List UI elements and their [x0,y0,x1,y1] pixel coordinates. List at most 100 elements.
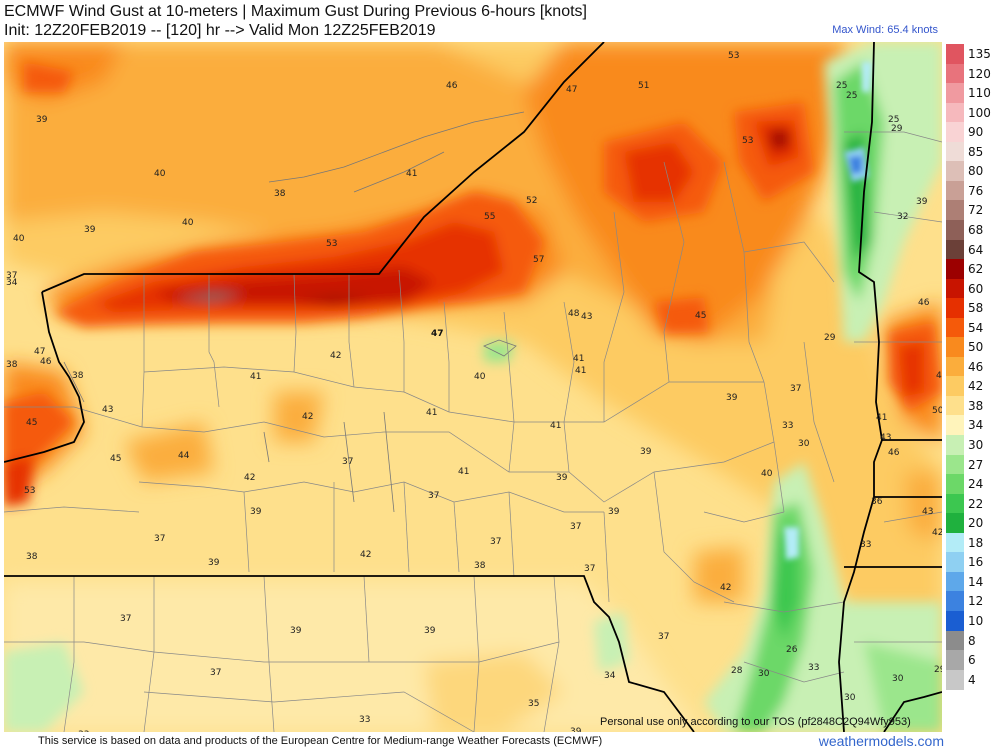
gust-value-label: 37 [342,457,353,467]
gust-value-label: 43 [102,405,113,415]
gust-value-label: 53 [24,486,35,496]
legend-value: 27 [968,457,984,472]
legend-swatch [946,415,964,436]
legend-value: 62 [968,262,984,277]
legend-swatch [946,180,964,201]
gust-value-label: 34 [6,278,18,288]
gust-value-label: 39 [36,115,48,125]
legend-value: 72 [968,203,984,218]
legend-swatch [946,83,964,104]
legend-swatch [946,513,964,534]
legend-value: 34 [968,418,984,433]
gust-value-label: 57 [533,255,544,265]
legend-entry: 110 [946,83,1000,104]
legend-value: 12 [968,594,984,609]
brand-link[interactable]: weathermodels.com [818,733,944,749]
legend-swatch [946,259,964,280]
map-title: ECMWF Wind Gust at 10-meters | Maximum G… [4,3,587,20]
legend-entry: 4 [946,669,1000,690]
gust-value-label: 53 [326,239,337,249]
legend-value: 20 [968,516,984,531]
legend-value: 120 [968,66,991,81]
legend-swatch [946,278,964,299]
legend-value: 50 [968,340,984,355]
gust-value-label: 40 [154,169,166,179]
gust-value-label: 39 [290,626,302,636]
legend-swatch [946,610,964,631]
gust-value-label: 50 [932,406,942,416]
legend-entry: 50 [946,337,1000,358]
legend-swatch [946,141,964,162]
legend-value: 4 [968,672,976,687]
gust-value-label: 40 [182,218,194,228]
legend-entry: 22 [946,493,1000,514]
legend-entry: 120 [946,63,1000,84]
legend-entry: 80 [946,161,1000,182]
legend-entry: 42 [946,376,1000,397]
gust-value-label: 40 [13,234,25,244]
gust-value-label: 42 [720,583,731,593]
legend-swatch [946,102,964,123]
legend-entry: 54 [946,317,1000,338]
gust-value-label: 52 [526,196,537,206]
tos-note: Personal use only according to our TOS (… [600,716,911,728]
legend-value: 68 [968,222,984,237]
legend-entry: 62 [946,259,1000,280]
legend-entry: 100 [946,102,1000,123]
legend-entry: 64 [946,239,1000,260]
gust-value-label: 41 [406,169,417,179]
gust-value-label: 36 [871,497,883,507]
legend-entry: 10 [946,610,1000,631]
legend-swatch [946,552,964,573]
wind-gust-map[interactable]: 39 46 47 51 53 25 25 40 41 38 53 25 29 39 40 53 55 52 39 32… [4,42,942,732]
legend-value: 24 [968,477,984,492]
gust-value-label: 48 [568,309,580,319]
legend-value: 80 [968,164,984,179]
gust-value-label: 33 [359,715,370,725]
lake-shorelines [63,111,525,513]
map-header: ECMWF Wind Gust at 10-meters | Maximum G… [0,0,1000,42]
gust-value-label: 38 [72,371,84,381]
legend-swatch [946,200,964,221]
gust-value-label: 38 [26,552,38,562]
gust-value-label: 43 [581,312,592,322]
legend-swatch [946,454,964,475]
legend-entry: 8 [946,630,1000,651]
gust-value-label: 43 [922,507,933,517]
legend-value: 90 [968,125,984,140]
gust-value-label: 30 [844,693,856,703]
legend-swatch [946,44,964,64]
gust-value-label: 37 [658,632,669,642]
legend-entry: 85 [946,141,1000,162]
legend-value: 76 [968,183,984,198]
legend-entry: 72 [946,200,1000,221]
gust-value-label: 37 [6,271,17,281]
legend-entry: 18 [946,532,1000,553]
legend-swatch [946,219,964,240]
legend-value: 8 [968,633,976,648]
gust-value-label: 42 [302,412,313,422]
gust-value-label: 46 [446,81,458,91]
gust-value-label: 44 [178,451,190,461]
gust-value-label: 29 [934,665,942,675]
state-borders [4,42,942,732]
gust-value-label: 42 [360,550,371,560]
legend-value: 64 [968,242,984,257]
color-scale-legend: 135 120 110 100 90 85 80 76 72 68 64 62 60 58 54 50 46 42… [946,44,1000,690]
gust-value-label: 35 [528,699,539,709]
legend-value: 100 [968,105,991,120]
gust-value-label: 41 [458,467,469,477]
county-borders [4,131,942,732]
gust-value-label: 55 [484,212,495,222]
gust-value-label: 39 [570,727,582,732]
legend-value: 85 [968,144,984,159]
gust-value-label: 25 [888,115,899,125]
legend-entry: 76 [946,180,1000,201]
legend-value: 46 [968,359,984,374]
gust-value-label: 33 [808,663,819,673]
legend-entry: 14 [946,571,1000,592]
legend-entry: 135 [946,44,1000,64]
legend-value: 16 [968,555,984,570]
legend-entry: 38 [946,395,1000,416]
gust-value-label: 38 [6,360,18,370]
